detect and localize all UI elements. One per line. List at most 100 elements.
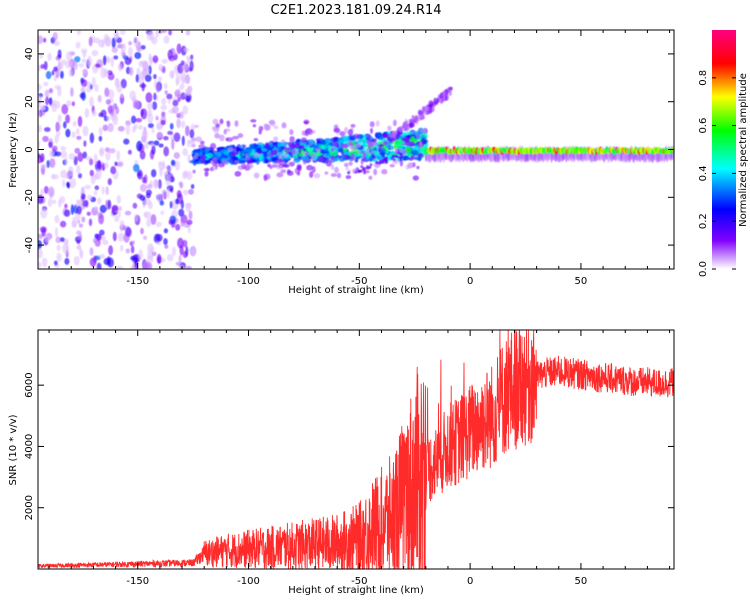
spectrogram-cell <box>189 129 195 139</box>
spectrogram-cell <box>299 144 305 149</box>
spectrogram-cell <box>211 159 217 167</box>
spectrogram-cell <box>360 159 364 165</box>
spectrogram-cell <box>165 175 172 186</box>
spectrogram-cell <box>182 105 189 115</box>
spectrogram-cell <box>69 177 77 189</box>
spectrogram-cell <box>86 55 93 67</box>
spectrogram-cell <box>163 238 168 246</box>
spectrogram-cell <box>325 160 332 167</box>
spectrogram-cell <box>39 226 47 233</box>
spectrogram-cell <box>198 144 206 149</box>
spectrogram-cell <box>78 223 84 228</box>
spectrogram-cell <box>372 155 377 159</box>
spectrogram-cell <box>160 104 168 111</box>
spectrogram-cell <box>117 63 123 72</box>
spectrogram-cell <box>91 49 99 57</box>
spectrogram-cell <box>338 147 344 153</box>
spectrogram-cell <box>394 154 398 158</box>
spectrogram-cell <box>96 233 102 241</box>
spectrogram-cell <box>288 161 295 167</box>
spectrogram-cell <box>112 231 117 242</box>
spectrogram-cell <box>51 70 55 76</box>
spectrogram-cell <box>156 253 162 264</box>
spectrogram-cell <box>264 152 269 158</box>
spectrogram-cell <box>78 233 82 240</box>
spectrogram-cell <box>97 211 103 217</box>
spectrogram-cell <box>48 141 53 148</box>
spectrogram-cell <box>76 165 81 175</box>
spectrogram-cell <box>102 124 109 132</box>
spectrogram-cell <box>269 120 276 127</box>
spectrogram-cell <box>258 125 264 132</box>
spectrogram-cell <box>144 74 152 82</box>
spectrogram-cell <box>182 148 188 157</box>
spectrogram-cell <box>130 245 135 254</box>
spectrogram-cell <box>173 152 180 159</box>
spectrogram-cell <box>200 155 206 160</box>
spectrogram-cell <box>106 58 111 64</box>
spectrogram-cell <box>224 128 231 132</box>
spectrogram-cell <box>65 128 71 138</box>
spectrogram-cell <box>185 30 191 36</box>
spectrogram-cell <box>111 46 118 54</box>
spectrogram-cell <box>412 175 419 181</box>
spectrogram-cell <box>182 239 188 248</box>
spectrogram-cell <box>377 145 383 153</box>
spectrogram-cell <box>70 204 75 215</box>
spectrogram-cell <box>263 123 268 128</box>
spectrogram-cell <box>180 199 184 210</box>
spectrogram-cell <box>71 220 77 228</box>
spectrogram-cell <box>47 198 53 207</box>
spectrogram-cell <box>354 143 362 148</box>
spectrogram-cell <box>190 144 196 148</box>
snr-panel: -150 -100 -50 0 50 2000 4000 6000 Height of st… <box>8 329 675 596</box>
spectrogram-cell <box>93 153 98 165</box>
spectrogram-cell <box>82 151 88 159</box>
spectrogram-cell <box>77 115 83 127</box>
spectrogram-cell <box>264 142 270 148</box>
spectrogram-cell <box>324 171 329 175</box>
spectrogram-cell <box>106 256 111 266</box>
spectrogram-cell <box>280 169 287 174</box>
spectrogram-xtick-label: 50 <box>575 276 588 287</box>
spectrogram-cell <box>68 69 74 78</box>
spectrogram-cell <box>371 138 378 143</box>
spectrogram-cell <box>182 189 189 196</box>
spectrogram-cell <box>152 101 158 111</box>
spectrogram-cell <box>402 155 410 161</box>
spectrogram-cell <box>150 169 157 178</box>
spectrogram-cell <box>151 126 155 134</box>
spectrogram-cell <box>186 170 193 181</box>
spectrogram-cell <box>80 79 88 88</box>
spectrogram-cell <box>199 158 207 164</box>
spectrogram-cell <box>95 63 101 68</box>
spectrogram-cell <box>284 147 291 154</box>
spectrogram-cell <box>421 127 427 135</box>
spectrogram-marks <box>38 30 674 269</box>
spectrogram-cell <box>88 218 93 227</box>
spectrogram-cell <box>76 239 81 245</box>
spectrogram-cell <box>100 109 107 118</box>
spectrogram-cell <box>180 216 185 227</box>
spectrogram-cell <box>161 189 167 198</box>
spectrogram-cell <box>404 131 412 135</box>
spectrogram-cell <box>66 181 70 187</box>
spectrogram-cell <box>86 211 91 216</box>
spectrogram-cell <box>404 137 410 144</box>
spectrogram-cell <box>102 239 109 246</box>
spectrogram-cell <box>128 66 134 76</box>
spectrogram-cell <box>59 70 64 79</box>
spectrogram-cell <box>245 156 251 161</box>
spectrogram-cell <box>77 152 84 162</box>
spectrogram-cell <box>76 245 82 250</box>
spectrogram-cell <box>68 153 76 160</box>
spectrogram-cell <box>142 60 149 66</box>
spectrogram-cell <box>318 156 325 162</box>
spectrogram-cell <box>206 152 213 159</box>
spectrogram-cell <box>120 30 126 35</box>
spectrogram-cell <box>170 159 176 166</box>
spectrogram-cell <box>309 171 314 178</box>
spectrogram-cell <box>110 166 117 175</box>
spectrogram-cell <box>188 210 193 220</box>
spectrogram-cell <box>348 161 353 166</box>
